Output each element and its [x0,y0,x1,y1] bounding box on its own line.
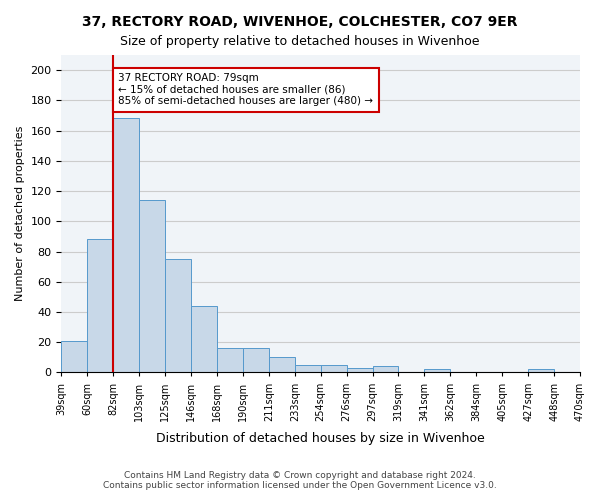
Text: 37, RECTORY ROAD, WIVENHOE, COLCHESTER, CO7 9ER: 37, RECTORY ROAD, WIVENHOE, COLCHESTER, … [82,15,518,29]
Bar [295,365,321,372]
Bar [243,348,269,372]
Bar [347,368,373,372]
Text: Contains HM Land Registry data © Crown copyright and database right 2024.
Contai: Contains HM Land Registry data © Crown c… [103,470,497,490]
Bar [424,370,451,372]
Text: 37 RECTORY ROAD: 79sqm
← 15% of detached houses are smaller (86)
85% of semi-det: 37 RECTORY ROAD: 79sqm ← 15% of detached… [118,73,373,106]
Bar [321,365,347,372]
Bar [528,370,554,372]
Bar [139,200,165,372]
Bar [373,366,398,372]
Bar [217,348,243,372]
Bar [269,358,295,372]
Bar [88,240,113,372]
Y-axis label: Number of detached properties: Number of detached properties [15,126,25,302]
Bar [113,118,139,372]
Bar [165,259,191,372]
X-axis label: Distribution of detached houses by size in Wivenhoe: Distribution of detached houses by size … [157,432,485,445]
Bar [61,340,88,372]
Text: Size of property relative to detached houses in Wivenhoe: Size of property relative to detached ho… [120,35,480,48]
Bar [191,306,217,372]
